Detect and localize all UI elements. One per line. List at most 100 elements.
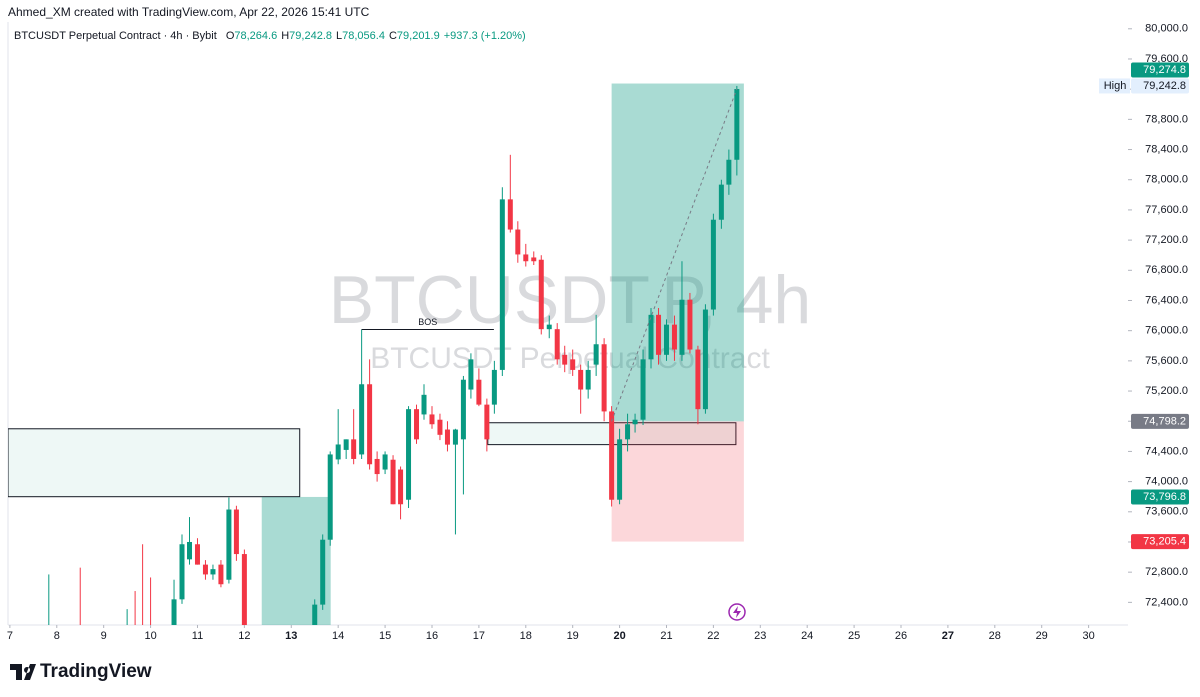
candle-body bbox=[241, 554, 247, 625]
alert-icon[interactable] bbox=[728, 603, 746, 621]
candle-body bbox=[194, 544, 200, 565]
y-tick-label: 72,400.0 bbox=[1145, 596, 1188, 608]
candle-body bbox=[429, 414, 435, 425]
x-tick-label: 11 bbox=[192, 630, 203, 642]
candle-body bbox=[187, 541, 193, 560]
candle-body bbox=[507, 199, 513, 230]
candle-body bbox=[632, 419, 638, 425]
candle-body bbox=[609, 411, 615, 500]
price-tag bbox=[1131, 534, 1189, 550]
candle-body bbox=[578, 369, 584, 390]
y-tick-label: 72,800.0 bbox=[1145, 566, 1188, 578]
price-tag-label: 79,242.8 bbox=[1143, 80, 1186, 92]
candle-body bbox=[601, 344, 607, 412]
ohlc-value: 79,242.8 bbox=[289, 30, 332, 42]
x-tick-label: 29 bbox=[1036, 630, 1048, 642]
x-tick-label: 13 bbox=[285, 630, 297, 642]
x-tick-label: 14 bbox=[332, 630, 344, 642]
x-tick-label: 12 bbox=[238, 630, 250, 642]
ohlc-letter: L bbox=[336, 30, 342, 42]
candle-body bbox=[648, 314, 654, 360]
candle-body bbox=[593, 344, 599, 365]
candle-body bbox=[484, 404, 490, 440]
ohlc-letter: O bbox=[226, 30, 235, 42]
candle-body bbox=[374, 458, 380, 475]
ohlc-value: 79,201.9 bbox=[397, 30, 440, 42]
candle-body bbox=[679, 299, 685, 355]
x-tick-label: 18 bbox=[520, 630, 532, 642]
candle-body bbox=[406, 409, 412, 500]
candle-body bbox=[452, 429, 458, 445]
y-tick-label: 80,000.0 bbox=[1145, 23, 1188, 35]
y-tick-label: 73,600.0 bbox=[1145, 506, 1188, 518]
candle-body bbox=[515, 229, 521, 255]
candle-body bbox=[382, 454, 388, 470]
position-stop bbox=[611, 421, 744, 542]
candle-body bbox=[312, 604, 318, 625]
ohlc-letter: C bbox=[389, 30, 397, 42]
price-tag bbox=[1131, 62, 1189, 78]
ohlc-letter: H bbox=[281, 30, 289, 42]
bos-label: BOS bbox=[418, 317, 437, 327]
x-tick-label: 24 bbox=[801, 630, 813, 642]
candle-body bbox=[663, 324, 669, 355]
x-tick-label: 23 bbox=[754, 630, 766, 642]
candle-body bbox=[702, 309, 708, 410]
candle-body bbox=[367, 384, 373, 465]
x-tick-label: 28 bbox=[989, 630, 1001, 642]
candle-body bbox=[202, 564, 208, 575]
candle-body bbox=[210, 569, 216, 575]
y-tick-label: 77,600.0 bbox=[1145, 204, 1188, 216]
candle-body bbox=[562, 354, 568, 365]
candle-body bbox=[320, 539, 326, 605]
candle-body bbox=[233, 509, 239, 555]
candle-body bbox=[476, 379, 482, 405]
candle-body bbox=[734, 89, 740, 160]
candle-body bbox=[171, 599, 177, 625]
x-tick-label: 30 bbox=[1082, 630, 1094, 642]
chart-title: BTCUSDT Perpetual Contract · 4h · Bybit bbox=[14, 30, 217, 42]
candle-body bbox=[218, 564, 224, 585]
price-tag bbox=[1131, 78, 1189, 94]
y-tick-label: 78,400.0 bbox=[1145, 143, 1188, 155]
candle-body bbox=[625, 424, 631, 440]
footer-brand: TradingView bbox=[40, 661, 152, 682]
credit: Ahmed_XM created with TradingView.com, A… bbox=[8, 5, 370, 19]
candle-body bbox=[585, 369, 591, 390]
candle-body bbox=[226, 509, 232, 580]
x-tick-label: 10 bbox=[144, 630, 156, 642]
candle-body bbox=[710, 219, 716, 310]
candle-body bbox=[398, 469, 404, 505]
price-tag-title-bg bbox=[1099, 78, 1130, 94]
tradingview-logo bbox=[10, 664, 36, 680]
price-tag-label: 73,205.4 bbox=[1143, 535, 1186, 547]
x-tick-label: 19 bbox=[567, 630, 579, 642]
y-tick-label: 79,600.0 bbox=[1145, 53, 1188, 65]
candle-body bbox=[421, 394, 427, 415]
candle-body bbox=[444, 429, 450, 445]
change: +937.3 (+1.20%) bbox=[444, 30, 526, 42]
ohlc-value: 78,056.4 bbox=[342, 30, 385, 42]
y-tick-label: 76,400.0 bbox=[1145, 294, 1188, 306]
price-tag bbox=[1131, 489, 1189, 505]
x-tick-label: 21 bbox=[660, 630, 672, 642]
x-tick-label: 15 bbox=[379, 630, 391, 642]
price-tag bbox=[1131, 413, 1189, 429]
y-tick-label: 78,000.0 bbox=[1145, 174, 1188, 186]
x-tick-label: 9 bbox=[101, 630, 107, 642]
ohlc-value: 78,264.6 bbox=[234, 30, 277, 42]
candle-body bbox=[554, 329, 560, 360]
candle-body bbox=[695, 349, 701, 410]
y-tick-label: 74,000.0 bbox=[1145, 476, 1188, 488]
candle-body bbox=[414, 409, 420, 440]
candle-body bbox=[460, 379, 466, 440]
candle-body bbox=[390, 459, 396, 505]
candle-body bbox=[726, 159, 732, 185]
candle-body bbox=[617, 439, 623, 500]
x-tick-label: 17 bbox=[473, 630, 485, 642]
candle-body bbox=[656, 314, 662, 355]
x-tick-label: 27 bbox=[942, 630, 954, 642]
y-tick-label: 77,200.0 bbox=[1145, 234, 1188, 246]
